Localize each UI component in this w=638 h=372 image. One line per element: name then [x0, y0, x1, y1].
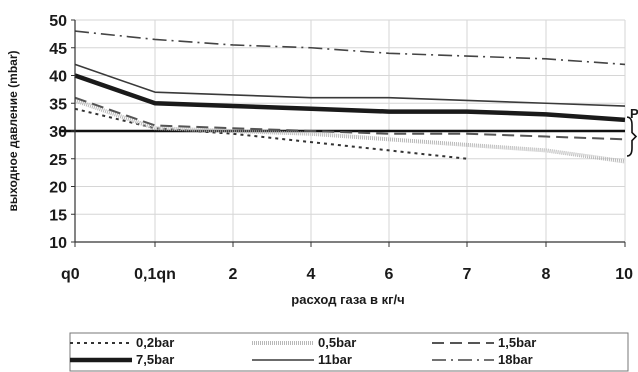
x-tick-label: 4 — [307, 266, 316, 283]
legend-label-7,5bar: 7,5bar — [136, 352, 174, 367]
legend: 0,2bar 0,5bar 1,5bar 7,5bar 11bar 18bar — [69, 332, 629, 372]
pressure-bracket: P — [626, 106, 638, 157]
y-tick-label: 50 — [49, 13, 67, 30]
y-axis-label: выходное давление (mbar) — [6, 51, 20, 212]
x-tick-label: 0,1qn — [134, 266, 176, 283]
legend-label-18bar: 18bar — [498, 352, 533, 367]
bracket-label: P — [630, 106, 638, 121]
legend-label-0,5bar: 0,5bar — [318, 335, 356, 350]
x-axis-label: расход газа в кг/ч — [291, 292, 404, 307]
x-tick-label: 7 — [463, 266, 472, 283]
series-line-0,2bar — [74, 107, 468, 160]
y-tick-label: 35 — [49, 96, 67, 113]
x-tick-label: 8 — [542, 266, 551, 283]
series-lines — [74, 30, 626, 164]
y-tick-labels: 10 15 20 25 30 35 40 45 50 — [49, 13, 67, 252]
legend-box — [69, 332, 629, 372]
y-tick-label: 15 — [49, 207, 67, 224]
x-tick-labels: q0 0,1qn 2 4 6 7 8 10 — [61, 266, 633, 283]
y-tick-label: 25 — [49, 152, 67, 169]
y-tick-label: 45 — [49, 41, 67, 58]
x-tick-label: q0 — [61, 266, 80, 283]
y-tick-label: 40 — [49, 69, 67, 86]
bracket — [626, 116, 638, 157]
series-line-11bar — [74, 63, 626, 107]
y-tick-label: 20 — [49, 180, 67, 197]
series-line-7,5bar — [74, 73, 626, 123]
axes — [71, 19, 626, 247]
y-tick-label: 10 — [49, 235, 67, 252]
series-line-1,5bar — [74, 96, 626, 141]
legend-label-0,2bar: 0,2bar — [136, 335, 174, 350]
legend-label-1,5bar: 1,5bar — [498, 335, 536, 350]
legend-label-11bar: 11bar — [318, 352, 352, 367]
x-tick-label: 6 — [385, 266, 394, 283]
x-tick-label: 2 — [229, 266, 238, 283]
x-tick-label: 10 — [615, 266, 633, 283]
y-tick-label: 30 — [49, 124, 67, 141]
